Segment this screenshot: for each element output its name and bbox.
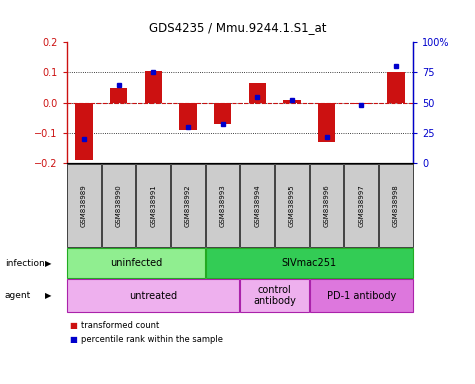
Text: SIVmac251: SIVmac251 <box>282 258 337 268</box>
Text: GSM838998: GSM838998 <box>393 184 399 227</box>
Text: GSM838990: GSM838990 <box>115 184 122 227</box>
Text: GSM838997: GSM838997 <box>358 184 364 227</box>
Text: GSM838993: GSM838993 <box>219 184 226 227</box>
Bar <box>352 103 370 104</box>
Bar <box>318 103 335 142</box>
Text: infection: infection <box>5 258 45 268</box>
Text: GSM838989: GSM838989 <box>81 184 87 227</box>
Text: GSM838995: GSM838995 <box>289 184 295 227</box>
Bar <box>283 100 301 103</box>
Bar <box>179 103 197 130</box>
Text: GDS4235 / Mmu.9244.1.S1_at: GDS4235 / Mmu.9244.1.S1_at <box>149 21 326 34</box>
Text: GSM838994: GSM838994 <box>254 184 260 227</box>
Text: GSM838991: GSM838991 <box>150 184 156 227</box>
Text: percentile rank within the sample: percentile rank within the sample <box>81 335 223 344</box>
Text: untreated: untreated <box>129 291 177 301</box>
Text: ■: ■ <box>69 335 77 344</box>
Text: control
antibody: control antibody <box>253 285 296 306</box>
Text: transformed count: transformed count <box>81 321 159 329</box>
Text: uninfected: uninfected <box>110 258 162 268</box>
Bar <box>75 103 93 160</box>
Text: ■: ■ <box>69 321 77 329</box>
Text: GSM838996: GSM838996 <box>323 184 330 227</box>
Bar <box>144 71 162 103</box>
Text: agent: agent <box>5 291 31 300</box>
Text: ▶: ▶ <box>45 258 52 268</box>
Text: ▶: ▶ <box>45 291 52 300</box>
Bar <box>214 103 231 124</box>
Bar <box>387 73 405 103</box>
Text: GSM838992: GSM838992 <box>185 184 191 227</box>
Bar <box>248 83 266 103</box>
Text: PD-1 antibody: PD-1 antibody <box>327 291 396 301</box>
Bar <box>110 88 127 103</box>
